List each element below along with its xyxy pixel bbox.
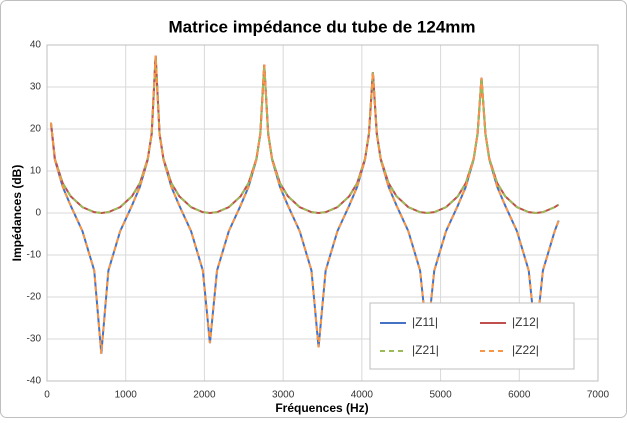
chart-title: Matrice impédance du tube de 124mm [168, 17, 475, 36]
y-tick-label: 20 [30, 124, 42, 135]
x-tick-label: 2000 [193, 390, 216, 401]
series-line [49, 55, 560, 354]
y-tick-label: 0 [35, 208, 41, 219]
y-axis-label: Impédances (dB) [10, 165, 24, 262]
x-tick-label: 4000 [351, 390, 374, 401]
x-tick-label: 5000 [429, 390, 452, 401]
y-tick-label: 40 [30, 40, 42, 51]
y-tick-label: -30 [27, 334, 42, 345]
x-tick-label: 1000 [115, 390, 138, 401]
x-tick-label: 3000 [272, 390, 295, 401]
x-tick-label: 6000 [508, 390, 531, 401]
x-axis-label: Fréquences (Hz) [275, 401, 368, 415]
y-tick-label: 30 [30, 82, 42, 93]
y-tick-label: 10 [30, 166, 42, 177]
legend-label: |Z22| [512, 343, 539, 357]
legend-label: |Z21| [412, 343, 439, 357]
x-tick-label: 0 [44, 390, 50, 401]
plot-border [46, 44, 599, 382]
series-line [49, 55, 560, 215]
legend-label: |Z11| [412, 315, 438, 329]
legend-label: |Z12| [512, 315, 539, 329]
y-tick-label: -20 [27, 292, 42, 303]
y-tick-label: -10 [27, 250, 42, 261]
legend-box [369, 302, 575, 370]
x-tick-label: 7000 [587, 390, 610, 401]
y-tick-label: -40 [27, 376, 42, 387]
